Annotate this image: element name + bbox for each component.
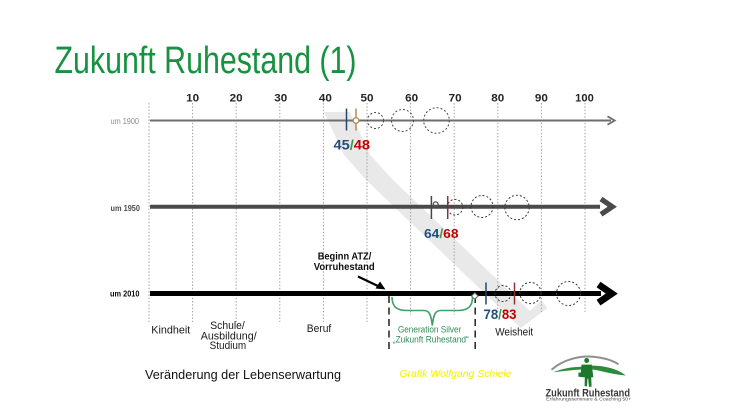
svg-text:80: 80: [491, 92, 504, 104]
svg-text:Veränderung der Lebenserwartun: Veränderung der Lebenserwartung: [145, 368, 341, 382]
svg-text:45/48: 45/48: [334, 136, 371, 152]
svg-text:90: 90: [535, 92, 548, 104]
svg-text:Vorruhestand: Vorruhestand: [314, 261, 375, 273]
svg-text:78/83: 78/83: [484, 307, 517, 322]
svg-text:100: 100: [575, 92, 594, 104]
svg-text:um 1900: um 1900: [111, 116, 140, 126]
svg-text:Beruf: Beruf: [307, 323, 332, 335]
svg-text:20: 20: [230, 92, 243, 104]
svg-text:um 1950: um 1950: [111, 203, 141, 213]
svg-text:Grafik Wolfgang Schiele: Grafik Wolfgang Schiele: [400, 368, 512, 380]
svg-text:10: 10: [186, 92, 199, 104]
svg-text:Beginn ATZ/: Beginn ATZ/: [318, 250, 372, 262]
svg-text:Ausbildung/: Ausbildung/: [201, 331, 258, 343]
svg-text:30: 30: [274, 92, 287, 104]
svg-text:70: 70: [449, 92, 462, 104]
svg-text:40: 40: [319, 92, 332, 104]
svg-text:Zukunft Ruhestand (1): Zukunft Ruhestand (1): [55, 40, 357, 82]
svg-text:Kindheit: Kindheit: [151, 325, 190, 337]
svg-text:50: 50: [361, 92, 374, 104]
svg-text:Weisheit: Weisheit: [495, 326, 533, 338]
svg-text:um 2010: um 2010: [110, 288, 140, 298]
svg-text:Erfahrungsseminare & Coaching: Erfahrungsseminare & Coaching 50+: [546, 397, 631, 403]
svg-text:Generation Silver: Generation Silver: [398, 324, 462, 335]
svg-text:Schule/: Schule/: [210, 320, 245, 332]
svg-text:Zukunft Ruhestand: Zukunft Ruhestand: [546, 387, 631, 399]
svg-text:60: 60: [405, 92, 418, 104]
svg-text:Studium: Studium: [210, 340, 247, 352]
svg-text:„Zukunft Ruhestand“: „Zukunft Ruhestand“: [393, 334, 469, 345]
svg-text:64/68: 64/68: [424, 226, 459, 241]
